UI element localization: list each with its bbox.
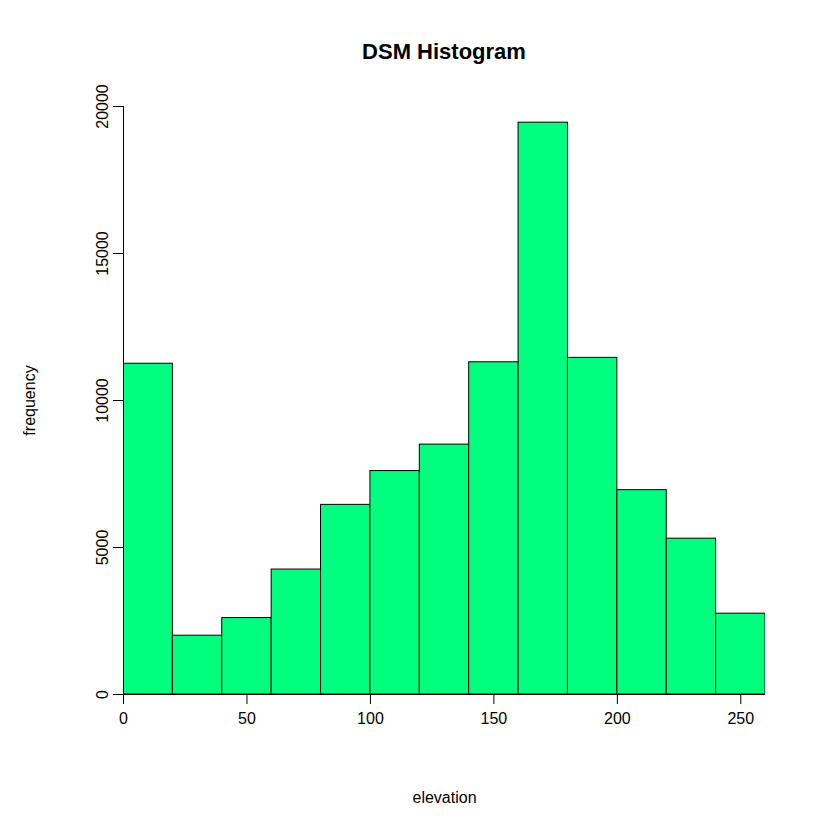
svg-text:100: 100 bbox=[357, 710, 384, 727]
svg-text:elevation: elevation bbox=[412, 789, 476, 806]
svg-text:0: 0 bbox=[94, 690, 111, 699]
svg-text:150: 150 bbox=[481, 710, 508, 727]
svg-text:20000: 20000 bbox=[94, 84, 111, 129]
svg-text:200: 200 bbox=[604, 710, 631, 727]
svg-text:15000: 15000 bbox=[94, 231, 111, 276]
svg-text:10000: 10000 bbox=[94, 378, 111, 423]
svg-text:frequency: frequency bbox=[21, 365, 38, 435]
html-text:DSM Histogram: DSM Histogram bbox=[362, 39, 526, 64]
svg-text:5000: 5000 bbox=[94, 530, 111, 566]
svg-text:0: 0 bbox=[119, 710, 128, 727]
svg-text:50: 50 bbox=[238, 710, 256, 727]
svg-text:250: 250 bbox=[727, 710, 754, 727]
